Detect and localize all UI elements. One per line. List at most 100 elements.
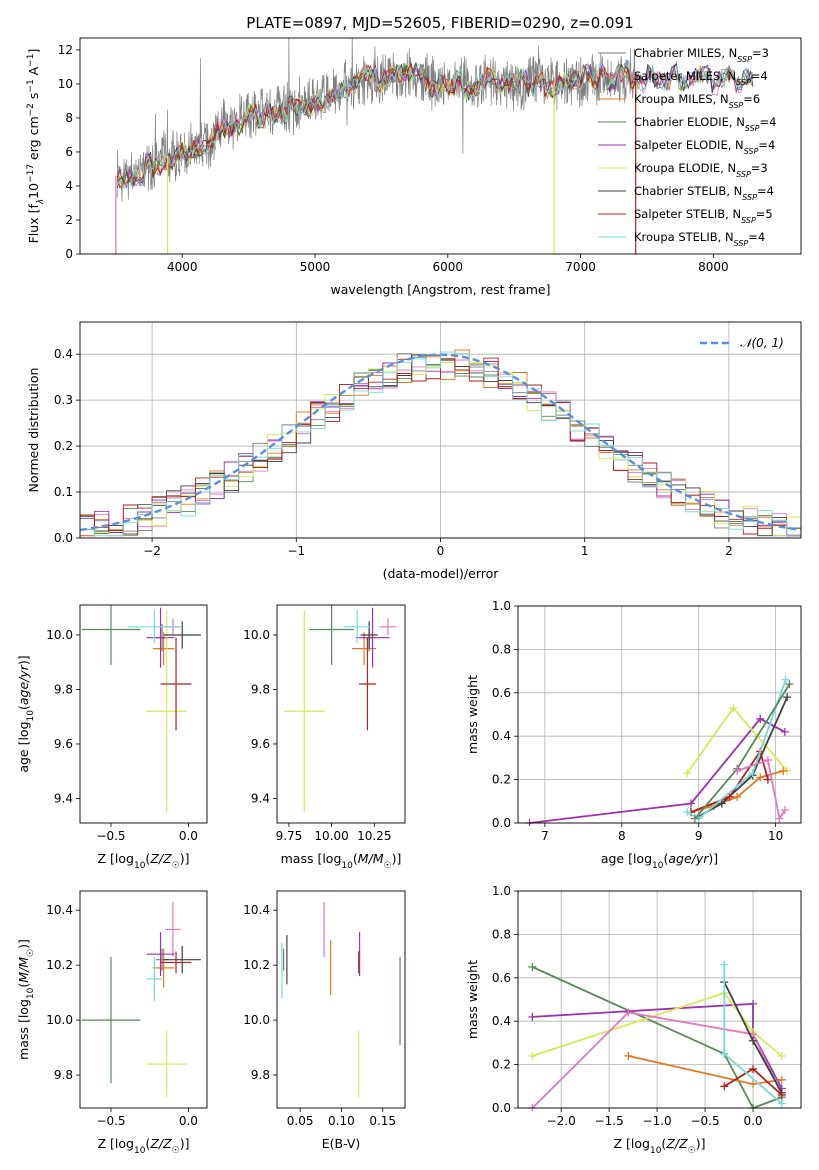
label-part: age [log bbox=[601, 851, 652, 866]
y-tick-label: 0.3 bbox=[54, 393, 73, 407]
plot-frame bbox=[79, 604, 208, 824]
label-part: )] bbox=[16, 939, 31, 949]
y-tick-label: 0.6 bbox=[492, 971, 511, 985]
x-axis-label: age [log10(age/yr)] bbox=[601, 851, 718, 871]
x-tick-label: −2.0 bbox=[547, 1114, 576, 1128]
age-vs-mass-panel: 9.75 10.00 10.25 9.4 9.6 9.8 10.0 mass [log10(M… bbox=[243, 604, 406, 871]
x-tick-label: −0.5 bbox=[96, 829, 125, 843]
weight-line-salpeter-elodie bbox=[529, 717, 786, 824]
y-tick-label: 0.0 bbox=[492, 1101, 511, 1115]
legend-n-value: =4 bbox=[751, 69, 768, 83]
y-axis-label: mass [log10(M/M☉)] bbox=[16, 939, 36, 1060]
label-part: 10 bbox=[26, 183, 41, 199]
y-tick-label: 10 bbox=[58, 77, 73, 91]
label-part: 10 bbox=[134, 1146, 146, 1156]
y-tick-label: 0.0 bbox=[54, 531, 73, 545]
weight-marker-kroupa-stelib bbox=[748, 769, 757, 778]
histogram-plot-area bbox=[80, 349, 801, 537]
label-part: )] bbox=[16, 655, 31, 665]
weight-marker-salpeter-elodie bbox=[780, 727, 789, 736]
weight-marker-salpeter-miles bbox=[763, 756, 772, 765]
x-tick-label: 1 bbox=[581, 544, 589, 558]
weight-marker-salpeter-miles bbox=[780, 805, 789, 814]
label-part: ( bbox=[663, 851, 668, 866]
y-tick-label: 9.8 bbox=[54, 1068, 73, 1082]
y-axis-label: Normed distribution bbox=[26, 368, 41, 493]
weight-marker-salpeter-stelib bbox=[720, 1082, 729, 1091]
label-part: Z [log bbox=[98, 851, 134, 866]
legend-entry-label: Salpeter ELODIE, NSSP=4 bbox=[634, 138, 775, 156]
label-part: )] bbox=[392, 851, 402, 866]
label-part: ( bbox=[145, 1136, 150, 1151]
weight-marker-kroupa-stelib bbox=[720, 1049, 729, 1058]
x-tick-label: 0.10 bbox=[328, 1114, 355, 1128]
label-part: ☉ bbox=[384, 861, 392, 871]
label-part: Z [log bbox=[614, 1136, 650, 1151]
y-tick-label: 10.2 bbox=[243, 958, 270, 972]
model-spectrum-kroupa-stelib bbox=[116, 59, 754, 189]
plot-frame bbox=[79, 321, 802, 539]
weight-marker-kroupa-elodie bbox=[777, 1051, 786, 1060]
label-part: 10 bbox=[652, 861, 664, 871]
y-tick-label: 0.8 bbox=[492, 642, 511, 656]
weight-marker-kroupa-elodie bbox=[729, 703, 738, 712]
data-spectrum-line bbox=[116, 38, 637, 202]
y-tick-label: 4 bbox=[65, 179, 73, 193]
x-tick-label: 7 bbox=[541, 829, 549, 843]
weight-marker-salpeter-stelib bbox=[763, 775, 772, 784]
label-part: 10 bbox=[26, 987, 36, 999]
label-part: )] bbox=[708, 851, 718, 866]
label-part: −17 bbox=[26, 164, 36, 183]
x-axis-label: Z [log10(Z/Z☉)] bbox=[614, 1136, 706, 1156]
label-part: ( bbox=[16, 983, 31, 988]
legend-n-label: N bbox=[735, 138, 744, 152]
label-part: Z/Z bbox=[665, 1136, 688, 1151]
label-part: mass [log bbox=[16, 999, 31, 1060]
legend-n-value: =4 bbox=[757, 184, 774, 198]
label-part: erg cm bbox=[26, 116, 41, 164]
y-tick-label: 0.4 bbox=[492, 1014, 511, 1028]
weight-marker-kroupa-stelib bbox=[777, 1099, 786, 1108]
y-tick-label: 0.4 bbox=[492, 729, 511, 743]
gaussian-curve bbox=[80, 353, 801, 532]
legend-n-value: =6 bbox=[743, 92, 760, 106]
y-tick-label: 9.6 bbox=[251, 737, 270, 751]
x-tick-label: 9 bbox=[695, 829, 703, 843]
y-tick-label: 10.0 bbox=[243, 1013, 270, 1027]
x-axis-label: mass [log10(M/M☉)] bbox=[281, 851, 402, 871]
weight-line-salpeter-miles bbox=[736, 758, 786, 822]
spectrum-panel: 4000 5000 6000 7000 8000 0 2 4 6 8 10 12 Chabrier MI… bbox=[26, 37, 802, 297]
legend-entry-label: Chabrier MILES, NSSP=3 bbox=[634, 46, 769, 64]
age-vs-metallicity-panel: −0.5 0.09.49.69.810.0Z [log10(Z/Z☉)]age [… bbox=[16, 604, 208, 871]
x-axis-label: E(B-V) bbox=[322, 1136, 361, 1151]
label-part: λ bbox=[36, 199, 46, 205]
x-tick-label: 0.0 bbox=[179, 1114, 198, 1128]
weight-marker-salpeter-stelib bbox=[777, 1090, 786, 1099]
y-tick-label: 12 bbox=[58, 43, 73, 57]
y-tick-label: 1.0 bbox=[492, 884, 511, 898]
y-tick-label: 0.2 bbox=[492, 1058, 511, 1072]
y-tick-label: 9.8 bbox=[251, 1068, 270, 1082]
x-tick-label: 10.25 bbox=[357, 829, 391, 843]
x-axis-label: (data-model)/error bbox=[383, 566, 500, 581]
y-tick-label: 9.4 bbox=[251, 791, 270, 805]
label-part: s bbox=[26, 93, 41, 104]
legend-n-label: N bbox=[736, 115, 745, 129]
label-part: −1 bbox=[26, 79, 36, 92]
x-tick-label: 4000 bbox=[167, 260, 198, 274]
y-tick-label: 0.0 bbox=[492, 816, 511, 830]
y-axis-label: mass weight bbox=[465, 675, 480, 754]
spectrum-plot-area bbox=[115, 38, 754, 254]
weight-marker-salpeter-elodie bbox=[756, 714, 765, 723]
legend-series-name: Kroupa ELODIE, bbox=[634, 161, 727, 175]
x-tick-label: 0.0 bbox=[179, 829, 198, 843]
y-axis-label: mass weight bbox=[465, 960, 480, 1039]
legend-entry-label: Chabrier STELIB, NSSP=4 bbox=[634, 184, 774, 202]
weight-marker-kroupa-stelib bbox=[720, 960, 729, 969]
label-part: Z/Z bbox=[149, 1136, 172, 1151]
y-tick-label: 10.0 bbox=[46, 628, 73, 642]
model-spectrum-salpeter-miles bbox=[116, 60, 754, 189]
weight-marker-salpeter-miles bbox=[775, 814, 784, 823]
y-tick-label: 1.0 bbox=[492, 599, 511, 613]
